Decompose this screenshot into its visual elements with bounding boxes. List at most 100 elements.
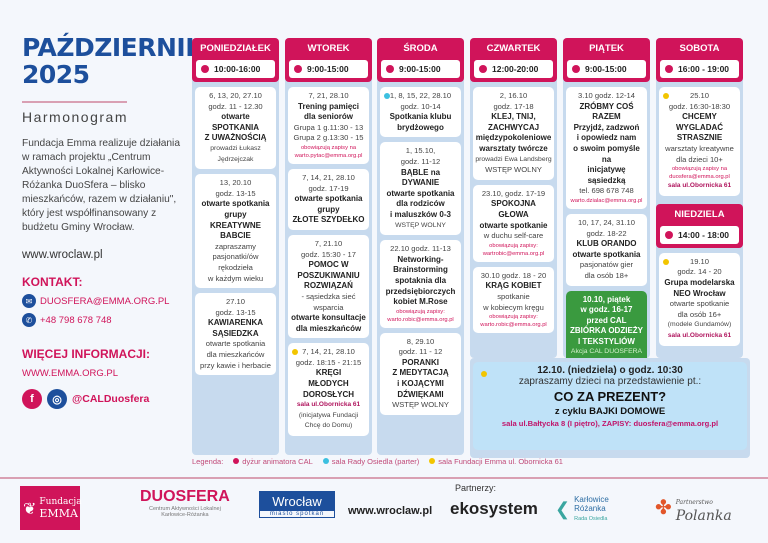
day-header: WTOREK 9:00-15:00 (285, 38, 372, 82)
event-line: (modele Gundamów) (667, 321, 732, 329)
website-link[interactable]: www.wroclaw.pl (22, 249, 103, 261)
event-line: otwarte spotkanie (479, 220, 548, 230)
dot-icon (233, 458, 240, 464)
phone-text[interactable]: +48 798 678 748 (40, 314, 112, 326)
event-line[interactable]: obowiązują zapisy na (671, 166, 728, 173)
event-line[interactable]: obowiązują zapisy: (396, 308, 445, 315)
special-date: 12.10. (niedziela) o godz. 10:30 (537, 365, 683, 376)
facebook-icon[interactable]: f (22, 389, 42, 409)
event-line: w każdym wieku (207, 273, 264, 283)
event-line: przed CAL (586, 315, 627, 325)
hours-text: 12:00-20:00 (492, 64, 539, 74)
event-line: I TEKSTYLIÓW (578, 336, 635, 346)
event-line: rękodzieła (218, 262, 253, 272)
duty-hours: 9:00-15:00 (381, 60, 460, 78)
puzzle-icon: ✤ (655, 497, 672, 519)
event-line: warsztaty kreatywne (665, 143, 734, 153)
event-line: 3.10 godz. 12-14 (578, 91, 635, 100)
day-header: SOBOTA 16:00 - 19:00 (656, 38, 743, 82)
duty-dot-icon (386, 65, 394, 73)
more-info-heading: WIĘCEJ INFORMACJI: (22, 347, 151, 361)
legend-text: sala Fundacji Emma ul. Obornicka 61 (438, 457, 563, 466)
event-card: 6, 13, 20, 27.10 godz. 11 - 12.30 otwarte S… (195, 87, 276, 170)
duty-dot-icon (665, 65, 673, 73)
duty-dot-icon (479, 65, 487, 73)
event-card: 7, 14, 21, 28.10 godz. 18:15 - 21:15 KRĘGI… (288, 343, 369, 437)
event-line: otwarte (221, 112, 250, 122)
event-line: otwarte spotkania (294, 194, 363, 204)
location-dot-icon (292, 349, 298, 356)
social-row: f ◎ @CALDuosfera (22, 389, 187, 409)
event-line: Brainstorming (393, 265, 448, 275)
contact-email[interactable]: ✉ DUOSFERA@EMMA.ORG.PL (22, 294, 187, 308)
event-line: dla osób 16+ (677, 309, 722, 319)
day-name: SOBOTA (679, 43, 720, 54)
event-line: SPOKOJNA GŁOWA (491, 199, 536, 219)
event-card: 19.10 godz. 14 - 20 Grupa modelarska NEO Wr… (659, 252, 740, 346)
day-name: CZWARTEK (486, 43, 541, 54)
legend-text: dyżur animatora CAL (242, 457, 313, 466)
event-line[interactable]: obowiązują zapisy na (300, 144, 357, 151)
event-line: otwarte konsultacje (291, 313, 366, 323)
email-text[interactable]: DUOSFERA@EMMA.ORG.PL (40, 295, 170, 307)
footer-logos: ❦ Fundacja EMMA DUOSFERA Centrum Aktywnoś… (0, 483, 768, 543)
event-line: otwarte spotkania (201, 199, 270, 209)
hours-text: 9:00-15:00 (585, 64, 627, 74)
event-line: Jędrzejczak (217, 155, 254, 163)
event-line: wsparcia (313, 302, 344, 312)
event-line[interactable]: obowiązują zapisy: (489, 314, 538, 321)
day-name: ŚRODA (403, 43, 438, 54)
emma-website-link[interactable]: WWW.EMMA.ORG.PL (22, 368, 119, 379)
logo-text: Polanka (675, 508, 732, 524)
duty-hours: 9:00-15:00 (289, 60, 368, 78)
event-line: POMOC W (308, 260, 349, 270)
event-line: 13, 20.10 (219, 178, 252, 188)
logo-text: Fundacja (39, 496, 82, 507)
duty-hours: 12:00-20:00 (474, 60, 553, 78)
day-column-5: PIĄTEK 9:00-15:00 3.10 godz. 12-14 ZRÓBMY C… (563, 38, 650, 373)
partners-label: Partnerzy: (455, 483, 497, 493)
hours-text: 10:00-16:00 (214, 64, 261, 74)
event-line: KAWIARENKA (207, 318, 264, 328)
event-line: Akcja CAL DUOSFERA (570, 348, 643, 356)
contact-phone[interactable]: ✆ +48 798 678 748 (22, 313, 187, 327)
day-name: NIEDZIELA (674, 208, 725, 220)
event-line: prowadzi Ewa Landsberg (475, 155, 552, 163)
event-line: godz. 10-14 (400, 101, 441, 111)
social-handle[interactable]: @CALDuosfera (72, 393, 150, 405)
event-line: 1, 15.10, (405, 146, 436, 156)
event-line: godz. 17-18 (493, 101, 534, 111)
event-line: Trening pamięci (298, 101, 359, 111)
event-line[interactable]: warto.dzialac@emma.org.pl (570, 197, 643, 204)
event-line: Grupa 1 g.11:30 - 13 (293, 122, 364, 132)
event-line[interactable]: obowiązują zapisy: (489, 242, 538, 249)
event-line: Grupa modelarska (664, 277, 735, 287)
event-card: 22.10 godz. 11-13 Networking- Brainstormin… (380, 240, 461, 328)
event-line: Networking- (397, 254, 444, 264)
event-line: 27.10 (225, 297, 245, 307)
event-line: godz. 13-15 (215, 188, 256, 198)
event-line[interactable]: duosfera@emma.org.pl (669, 174, 730, 181)
duty-hours: 14:00 - 18:00 (660, 225, 739, 244)
event-line: 19.10 (689, 256, 709, 266)
event-line: otwarte spotkanie (669, 299, 730, 309)
chevron-logo-icon: ❮ (555, 499, 571, 519)
event-line[interactable]: warto.pytac@emma.org.pl (294, 152, 363, 159)
day-column-4: CZWARTEK 12:00-20:00 2, 16.10 godz. 17-18 KL… (470, 38, 557, 358)
event-line: 1, 8, 15, 22, 28.10 (389, 91, 452, 100)
instagram-icon[interactable]: ◎ (47, 389, 67, 409)
event-line[interactable]: warto.robic@emma.org.pl (387, 316, 454, 323)
mail-icon: ✉ (22, 294, 36, 308)
event-line: otwarte spotkania (205, 339, 266, 349)
event-card: 7, 21.10 godz. 15:30 - 17 POMOC W POSZUKIWA… (288, 234, 369, 339)
event-line[interactable]: wartrobic@emma.org.pl (482, 250, 545, 257)
event-line: KREATYWNE BABCIE (210, 220, 261, 241)
event-line: ROZWIĄZAŃ (304, 281, 353, 291)
event-line[interactable]: warto.robic@emma.org.pl (480, 322, 547, 329)
event-line: Z UWAŻNOŚCIĄ (204, 133, 267, 143)
day-column-3: ŚRODA 9:00-15:00 1, 8, 15, 22, 28.10 godz. … (377, 38, 464, 455)
event-card: 30.10 godz. 18 - 20 KRĄG KOBIET spotkanie w… (473, 266, 554, 334)
day-column-1: PONIEDZIAŁEK 10:00-16:00 6, 13, 20, 27.10 g… (192, 38, 279, 455)
wroclaw-website[interactable]: www.wroclaw.pl (348, 505, 433, 517)
duty-dot-icon (572, 65, 580, 73)
